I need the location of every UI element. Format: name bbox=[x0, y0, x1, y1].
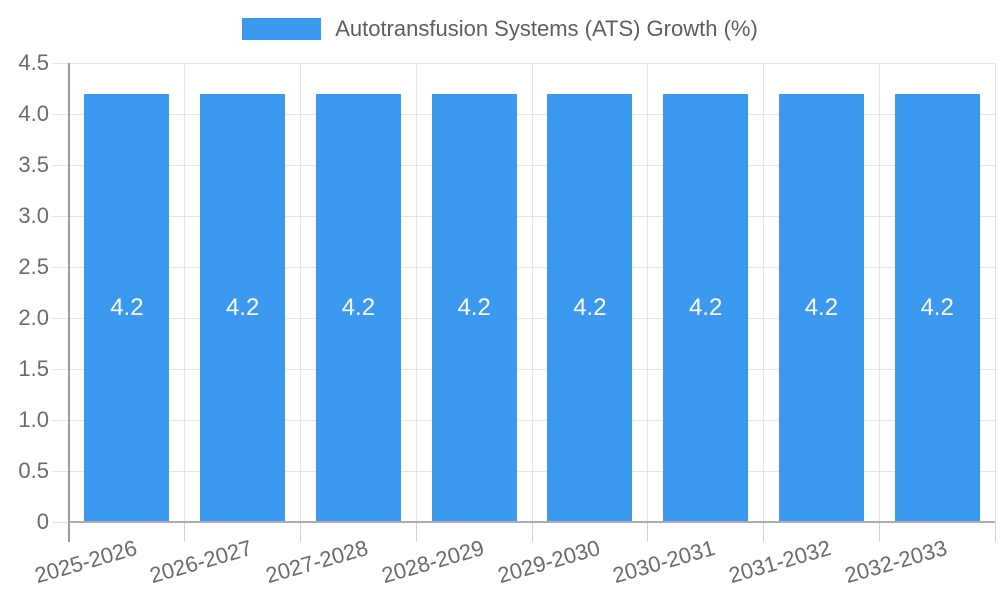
y-axis-tick-label: 2.5 bbox=[18, 254, 49, 279]
x-axis-tick-label: 2032-2033 bbox=[841, 535, 950, 589]
bar-value-label: 4.2 bbox=[688, 293, 723, 321]
x-gridline bbox=[763, 63, 764, 522]
x-axis-tick bbox=[647, 522, 649, 542]
x-gridline bbox=[184, 63, 186, 522]
bar[interactable] bbox=[663, 93, 749, 522]
x-axis-tick bbox=[763, 522, 764, 542]
x-axis-tick-label: 2028-2029 bbox=[378, 535, 487, 589]
x-axis-tick bbox=[994, 522, 996, 542]
bar[interactable] bbox=[547, 93, 633, 522]
y-axis-tick-label: 0 bbox=[36, 509, 49, 534]
y-axis-tick-label: 2.0 bbox=[18, 305, 49, 330]
x-gridline bbox=[647, 63, 649, 522]
x-axis-line bbox=[69, 521, 995, 523]
y-axis-tick-label: 3.0 bbox=[18, 203, 49, 228]
x-axis-tick-label: 2027-2028 bbox=[262, 535, 371, 589]
y-gridline bbox=[52, 419, 995, 421]
bar[interactable] bbox=[431, 93, 517, 522]
legend-label: Autotransfusion Systems (ATS) Growth (%) bbox=[335, 16, 758, 41]
y-axis-line bbox=[68, 63, 70, 542]
y-gridline bbox=[52, 113, 995, 115]
y-gridline bbox=[52, 62, 995, 64]
bar[interactable] bbox=[894, 93, 980, 522]
bar[interactable] bbox=[315, 93, 401, 522]
bar-value-label: 4.2 bbox=[457, 293, 491, 321]
y-axis-tick-label: 3.5 bbox=[18, 152, 49, 177]
x-axis-tick bbox=[184, 522, 186, 542]
y-gridline bbox=[52, 164, 995, 166]
bar-value-label: 4.2 bbox=[804, 293, 839, 321]
y-gridline bbox=[52, 266, 995, 268]
x-axis-tick-label: 2026-2027 bbox=[147, 535, 256, 589]
y-gridline bbox=[52, 368, 995, 370]
x-axis-tick bbox=[300, 522, 301, 542]
x-axis-tick-label: 2029-2030 bbox=[494, 535, 603, 589]
bar-value-label: 4.2 bbox=[110, 293, 144, 321]
x-axis-tick-label: 2025-2026 bbox=[31, 535, 140, 589]
bar[interactable] bbox=[200, 93, 286, 522]
bar-value-label: 4.2 bbox=[920, 293, 954, 321]
x-gridline bbox=[994, 63, 996, 522]
x-axis-tick bbox=[878, 522, 880, 542]
bar-value-label: 4.2 bbox=[225, 293, 260, 321]
y-gridline bbox=[52, 470, 995, 472]
x-gridline bbox=[300, 63, 301, 522]
y-axis-tick-label: 1.5 bbox=[18, 356, 49, 381]
y-axis-tick-label: 0.5 bbox=[18, 458, 49, 483]
chart-legend[interactable]: Autotransfusion Systems (ATS) Growth (%) bbox=[0, 16, 1000, 42]
x-axis-tick bbox=[531, 522, 533, 542]
bar-value-label: 4.2 bbox=[341, 293, 376, 321]
y-gridline bbox=[52, 215, 995, 217]
x-axis-tick-label: 2031-2032 bbox=[725, 535, 834, 589]
x-axis-tick bbox=[415, 522, 417, 542]
y-axis-tick-label: 1.0 bbox=[18, 407, 49, 432]
x-gridline bbox=[415, 63, 417, 522]
x-gridline bbox=[531, 63, 533, 522]
y-axis-tick-label: 4.0 bbox=[18, 101, 49, 126]
y-gridline bbox=[52, 317, 995, 319]
bar-value-label: 4.2 bbox=[573, 293, 607, 321]
x-axis-tick-label: 2030-2031 bbox=[610, 535, 719, 589]
x-gridline bbox=[878, 63, 880, 522]
bar[interactable] bbox=[84, 93, 170, 522]
y-axis-tick bbox=[52, 521, 69, 523]
bar[interactable] bbox=[778, 93, 864, 522]
y-axis-tick-label: 4.5 bbox=[18, 50, 49, 75]
legend-swatch-icon bbox=[242, 18, 322, 40]
